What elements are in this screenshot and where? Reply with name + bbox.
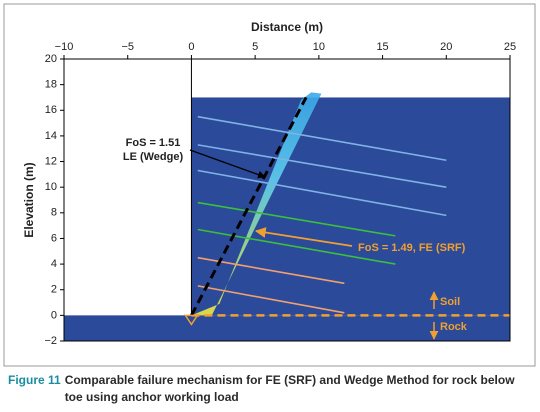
- y-tick-label: 2: [51, 284, 57, 296]
- y-tick-label: 6: [51, 232, 57, 244]
- y-tick-label: −2: [44, 335, 57, 347]
- y-tick-label: 0: [51, 309, 57, 321]
- x-axis-title: Distance (m): [251, 20, 323, 34]
- annotation: FoS = 1.49, FE (SRF): [358, 242, 466, 254]
- x-tick-label: −5: [121, 41, 134, 53]
- toe-marker: [184, 314, 199, 326]
- chart: Distance (m) Elevation (m) −10 −5 0 5 10 15 20…: [3, 3, 536, 367]
- plot-frame: [63, 58, 511, 342]
- shear-band: [191, 92, 322, 316]
- annotation: LE (Wedge): [123, 151, 184, 163]
- x-tick-label: −10: [55, 41, 74, 53]
- y-tick-label: 18: [45, 79, 57, 91]
- y-tick-label: 12: [45, 155, 57, 167]
- y-tick-label: 8: [51, 207, 57, 219]
- y-tick-label: 4: [51, 258, 57, 270]
- anchor: [197, 228, 396, 265]
- y-tick-label: 14: [45, 130, 57, 142]
- x-tick-label: 25: [504, 41, 516, 53]
- y-tick-label: 16: [45, 104, 57, 116]
- x-tick-label: 20: [440, 41, 452, 53]
- x-tick-label: 0: [188, 41, 194, 53]
- slope-region: [191, 97, 510, 316]
- anchor: [197, 115, 447, 162]
- x-tick-label: 10: [313, 41, 325, 53]
- x-tick-label: 15: [376, 41, 388, 53]
- caption-number: Figure 11: [8, 373, 61, 387]
- x-tick-label: 5: [252, 41, 258, 53]
- anchor: [197, 144, 447, 188]
- caption-text: Comparable failure mechanism for FE (SRF…: [64, 373, 515, 404]
- anchor: [197, 169, 447, 217]
- y-tick-label: 10: [45, 181, 57, 193]
- anchor: [197, 256, 345, 285]
- y-tick-label: 20: [45, 53, 57, 65]
- anchor: [197, 285, 345, 314]
- anchor: [197, 201, 396, 237]
- annotation-arrow: [254, 227, 353, 247]
- caption: Figure 11 Comparable failure mechanism f…: [8, 372, 532, 406]
- y-axis-title: Elevation (m): [22, 162, 36, 237]
- annotation: Soil: [440, 296, 460, 308]
- figure-border: [3, 3, 536, 367]
- annotation: Rock: [440, 321, 468, 333]
- annotation: FoS = 1.51: [126, 137, 181, 149]
- annotation-arrow: [189, 149, 266, 179]
